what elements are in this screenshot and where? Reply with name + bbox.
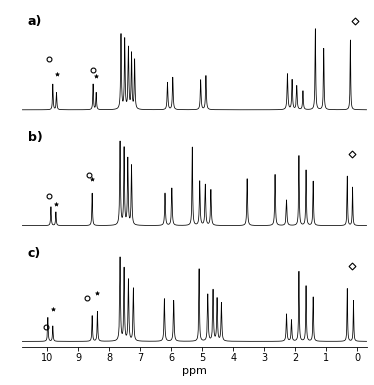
Text: b): b) <box>28 131 42 144</box>
X-axis label: ppm: ppm <box>182 366 207 376</box>
Text: c): c) <box>28 247 41 260</box>
Text: a): a) <box>28 15 42 28</box>
